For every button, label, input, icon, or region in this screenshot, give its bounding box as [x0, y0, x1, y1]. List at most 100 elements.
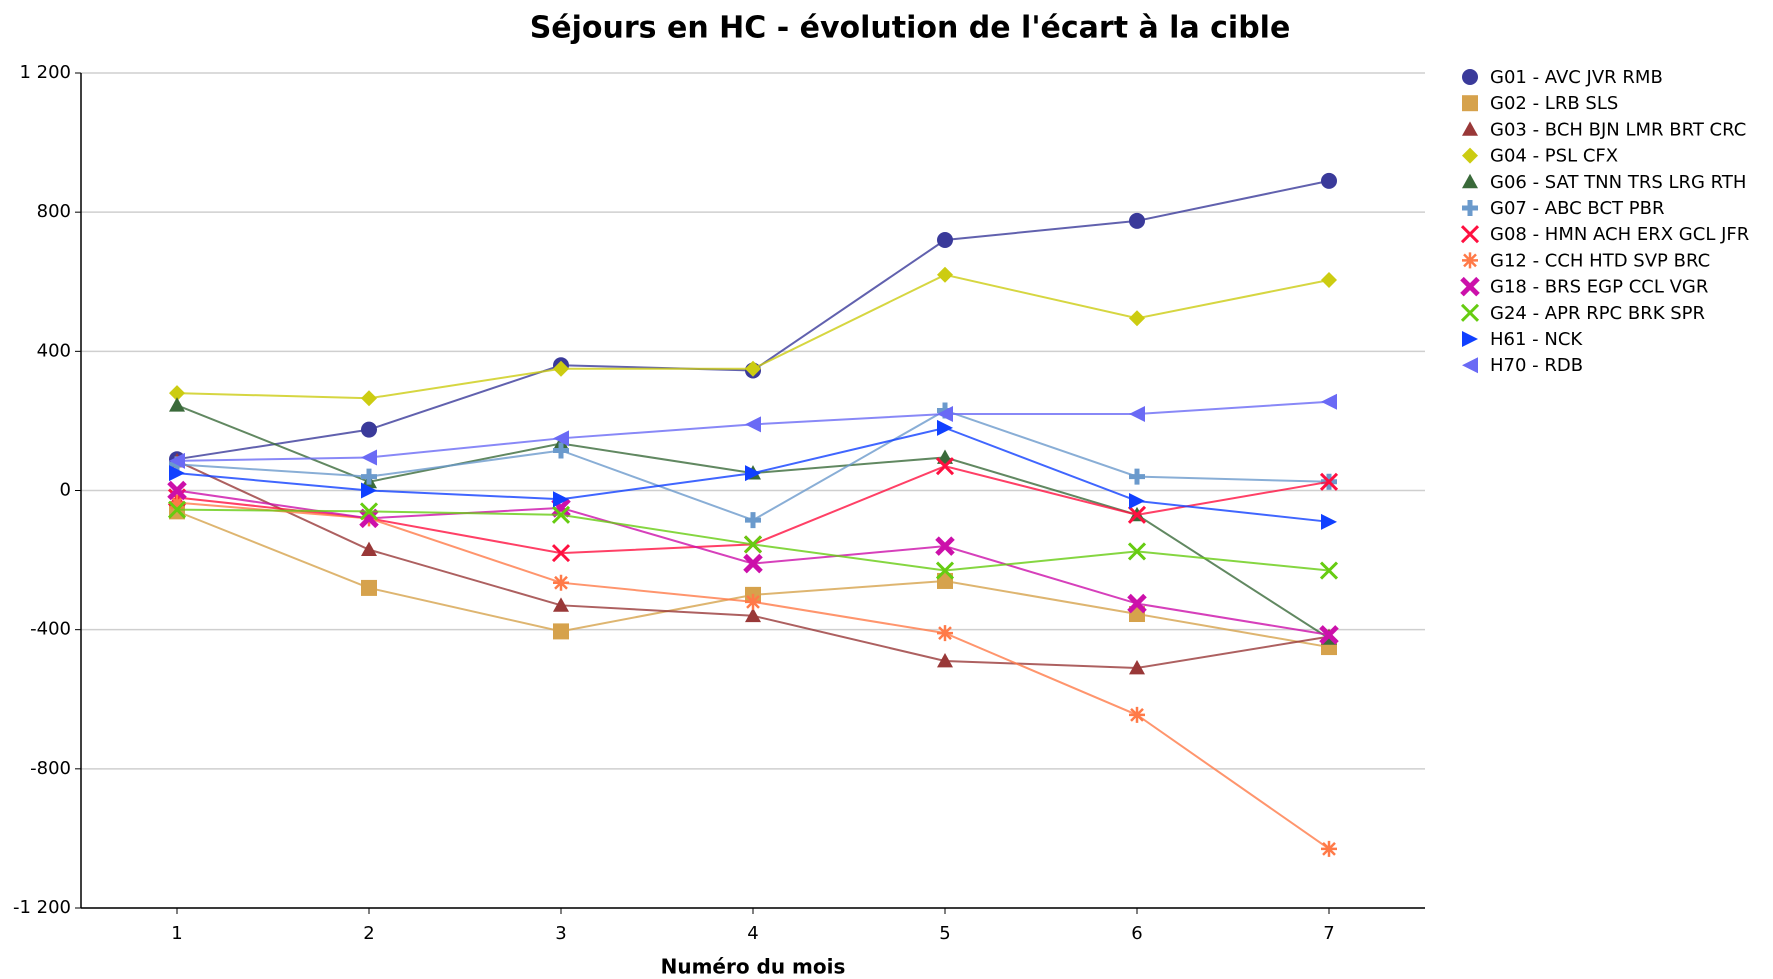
legend-label: G06 - SAT TNN TRS LRG RTH — [1490, 172, 1746, 193]
marker — [361, 468, 377, 485]
y-tick-label: -400 — [30, 619, 71, 640]
legend-entry: G12 - CCH HTD SVP BRC — [1462, 250, 1710, 271]
marker — [551, 544, 571, 563]
legend-entry: G08 - HMN ACH ERX GCL JFR — [1460, 224, 1749, 245]
marker — [1321, 513, 1337, 530]
series-line — [176, 179, 1330, 461]
marker — [361, 449, 377, 466]
marker — [743, 553, 763, 574]
marker — [1127, 542, 1147, 561]
marker — [1462, 252, 1478, 269]
legend-label: G03 - BCH BJN LMR BRT CRC — [1490, 119, 1746, 140]
x-tick-label: 7 — [1323, 923, 1334, 944]
marker — [361, 421, 377, 438]
series-line — [176, 510, 1330, 649]
marker — [359, 508, 379, 529]
marker — [1460, 225, 1480, 244]
legend-label: G18 - BRS EGP CCL VGR — [1490, 277, 1708, 298]
marker — [1129, 492, 1145, 509]
legend-entry: G03 - BCH BJN LMR BRT CRC — [1462, 119, 1746, 140]
legend-label: H70 - RDB — [1490, 355, 1583, 376]
marker — [1127, 505, 1147, 524]
marker — [169, 385, 185, 402]
marker — [553, 491, 569, 508]
legend-label: G02 - LRB SLS — [1490, 93, 1618, 114]
marker — [745, 465, 761, 482]
legend-entry: H61 - NCK — [1462, 329, 1583, 350]
marker — [361, 482, 377, 499]
marker — [1129, 405, 1145, 422]
marker — [745, 416, 761, 433]
marker — [1462, 95, 1478, 112]
marker — [937, 572, 953, 589]
marker — [553, 360, 569, 377]
marker — [361, 390, 377, 407]
marker — [169, 465, 185, 482]
marker — [1462, 147, 1478, 164]
legend-label: G08 - HMN ACH ERX GCL JFR — [1490, 224, 1749, 245]
legend-entry: G18 - BRS EGP CCL VGR — [1460, 276, 1708, 298]
marker — [935, 561, 955, 580]
marker — [743, 535, 763, 554]
marker — [1462, 173, 1478, 189]
legend-entry: G07 - ABC BCT PBR — [1462, 198, 1664, 219]
marker — [1129, 468, 1145, 485]
marker — [361, 541, 377, 557]
marker — [1462, 121, 1478, 136]
legend-entry: G04 - PSL CFX — [1462, 146, 1618, 167]
marker — [1321, 272, 1337, 289]
marker — [745, 512, 761, 529]
marker — [935, 536, 955, 556]
x-tick-label: 6 — [1131, 923, 1142, 944]
legend-label: H61 - NCK — [1490, 329, 1583, 350]
x-axis-label: Numéro du mois — [661, 955, 846, 979]
x-tick-label: 5 — [939, 923, 950, 944]
marker — [1127, 593, 1147, 614]
marker — [551, 505, 571, 524]
marker — [1462, 331, 1478, 347]
x-tick-label: 4 — [747, 923, 758, 944]
series-line — [176, 400, 1330, 462]
marker — [745, 607, 761, 623]
legend-entry: G24 - APR RPC BRK SPR — [1460, 303, 1705, 324]
x-tick-label: 1 — [171, 923, 182, 944]
legend-label: G07 - ABC BCT PBR — [1490, 198, 1664, 219]
marker — [169, 494, 185, 511]
marker — [359, 502, 379, 521]
marker — [1462, 69, 1478, 85]
marker — [361, 579, 377, 596]
marker — [1129, 212, 1145, 229]
marker — [937, 405, 953, 422]
marker — [167, 480, 187, 501]
y-tick-label: 1 200 — [19, 62, 71, 83]
y-tick-label: -1 200 — [13, 897, 71, 918]
marker — [937, 419, 953, 436]
series-line — [176, 273, 1330, 400]
marker — [935, 457, 955, 476]
marker — [1321, 172, 1337, 189]
marker — [1460, 276, 1480, 297]
marker — [1321, 840, 1337, 857]
legend-label: G24 - APR RPC BRK SPR — [1490, 303, 1705, 324]
marker — [745, 593, 761, 610]
legend-entry: H70 - RDB — [1462, 355, 1583, 376]
x-tick-label: 3 — [555, 923, 566, 944]
marker — [937, 652, 953, 668]
marker — [1321, 393, 1337, 410]
marker — [553, 430, 569, 447]
legend-label: G01 - AVC JVR RMB — [1490, 67, 1663, 88]
marker — [745, 360, 761, 377]
legend-label: G04 - PSL CFX — [1490, 146, 1618, 167]
marker — [1319, 561, 1339, 580]
marker — [1319, 472, 1339, 491]
marker — [553, 574, 569, 591]
y-tick-label: -800 — [30, 758, 71, 779]
legend-entry: G06 - SAT TNN TRS LRG RTH — [1462, 172, 1746, 193]
marker — [1462, 357, 1478, 374]
marker — [1129, 310, 1145, 327]
marker — [1460, 303, 1480, 322]
marker — [937, 232, 953, 248]
marker — [169, 397, 185, 412]
legend-entry: G02 - LRB SLS — [1462, 93, 1618, 114]
